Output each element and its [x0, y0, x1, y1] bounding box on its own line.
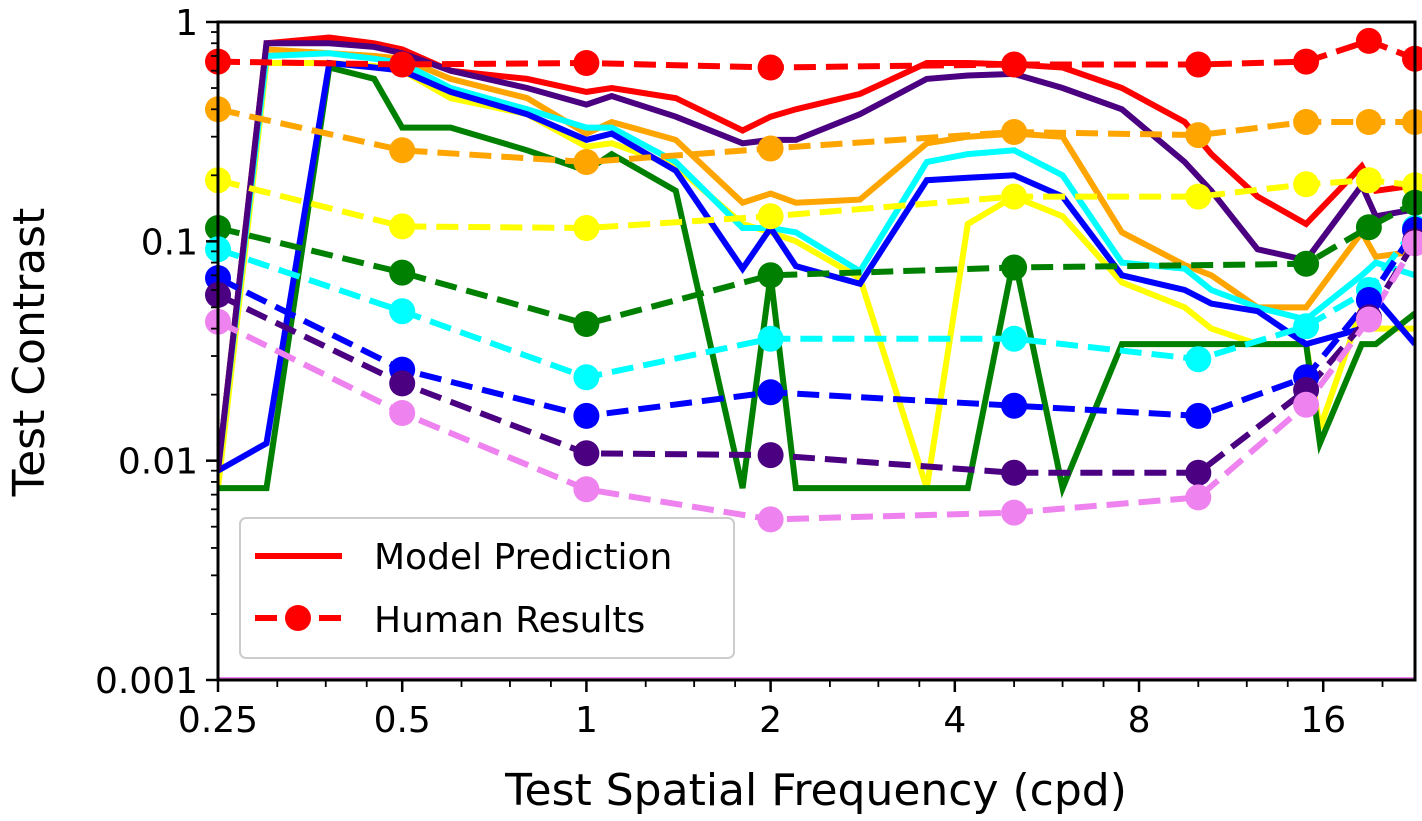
human-line-5 — [218, 228, 1415, 419]
x-tick-label-2: 1 — [575, 700, 598, 741]
x-tick-label-0: 0.25 — [178, 700, 258, 741]
human-point-1-8 — [1402, 109, 1422, 135]
human-point-1-4 — [1001, 119, 1028, 145]
legend: Model Prediction Human Results — [239, 517, 735, 659]
human-point-2-4 — [1001, 183, 1028, 210]
human-point-1-2 — [573, 149, 600, 175]
human-point-0-8 — [1402, 45, 1422, 72]
x-tick-label-5: 8 — [1128, 700, 1151, 741]
y-tick-label-0: 0.001 — [95, 661, 198, 702]
human-point-0-5 — [1185, 51, 1212, 78]
human-point-4-4 — [1001, 325, 1028, 352]
human-point-0-3 — [757, 54, 784, 81]
human-line-6 — [218, 239, 1415, 476]
human-point-6-2 — [573, 440, 600, 467]
x-axis-label: Test Spatial Frequency (cpd) — [504, 765, 1127, 816]
legend-human-label: Human Results — [374, 600, 645, 641]
human-point-3-6 — [1355, 214, 1382, 241]
y-tick-labels: 0.001 0.01 0.1 1 — [95, 3, 198, 702]
human-point-5-2 — [573, 402, 600, 429]
human-point-7-8 — [1402, 230, 1422, 257]
human-point-1-3 — [757, 135, 784, 162]
legend-human-marker — [285, 605, 311, 631]
human-point-3-2 — [573, 311, 600, 337]
human-point-0-1 — [389, 51, 416, 78]
human-point-4-6 — [1293, 313, 1320, 340]
human-point-2-3 — [757, 203, 784, 230]
x-tick-label-1: 0.5 — [374, 700, 431, 741]
human-point-4-2 — [573, 364, 600, 391]
human-point-7-1 — [389, 400, 416, 426]
human-point-1-6 — [1293, 109, 1320, 135]
human-point-4-1 — [389, 298, 416, 325]
y-tick-label-1: 0.01 — [118, 442, 198, 483]
human-point-3-7 — [1402, 189, 1422, 216]
human-point-0-2 — [573, 50, 600, 76]
human-point-2-6 — [1293, 171, 1320, 198]
human-point-5-5 — [1185, 402, 1212, 429]
human-point-4-5 — [1185, 346, 1212, 373]
human-point-2-5 — [1185, 183, 1212, 210]
human-point-5-3 — [757, 379, 784, 406]
human-point-1-1 — [389, 137, 416, 164]
model-line-3 — [218, 63, 1415, 499]
human-point-3-3 — [757, 262, 784, 289]
human-point-7-2 — [573, 476, 600, 503]
y-axis-label: Test Contrast — [4, 208, 55, 498]
human-point-0-7 — [1355, 27, 1382, 54]
y-tick-label-3: 1 — [175, 3, 198, 44]
x-tick-label-4: 4 — [943, 700, 966, 741]
legend-box — [239, 517, 735, 659]
human-point-6-4 — [1001, 459, 1028, 486]
human-point-3-4 — [1001, 254, 1028, 281]
human-point-1-5 — [1185, 122, 1212, 149]
human-point-2-7 — [1355, 167, 1382, 194]
human-point-4-3 — [757, 325, 784, 352]
x-tick-label-6: 16 — [1300, 700, 1346, 741]
y-tick-label-2: 0.1 — [141, 222, 198, 263]
axis-ticks — [206, 20, 1384, 692]
human-point-1-7 — [1355, 109, 1382, 135]
human-point-6-5 — [1185, 459, 1212, 486]
human-point-7-7 — [1355, 306, 1382, 333]
plot-frame — [216, 20, 1417, 682]
human-point-3-5 — [1293, 250, 1320, 277]
human-point-5-4 — [1001, 392, 1028, 419]
human-point-0-4 — [1001, 51, 1028, 78]
human-point-7-5 — [1185, 484, 1212, 511]
human-point-6-1 — [389, 370, 416, 397]
human-point-2-1 — [389, 213, 416, 240]
human-point-0-6 — [1293, 48, 1320, 75]
x-tick-labels: 0.25 0.5 1 2 4 8 16 — [178, 700, 1346, 741]
human-point-3-1 — [389, 259, 416, 286]
human-point-7-4 — [1001, 499, 1028, 526]
legend-model-label: Model Prediction — [374, 537, 672, 578]
human-point-7-3 — [757, 506, 784, 533]
human-point-6-3 — [757, 442, 784, 469]
human-point-7-6 — [1293, 391, 1320, 418]
x-tick-label-3: 2 — [759, 700, 782, 741]
human-point-2-2 — [573, 215, 600, 241]
human-line-0 — [218, 37, 1415, 71]
